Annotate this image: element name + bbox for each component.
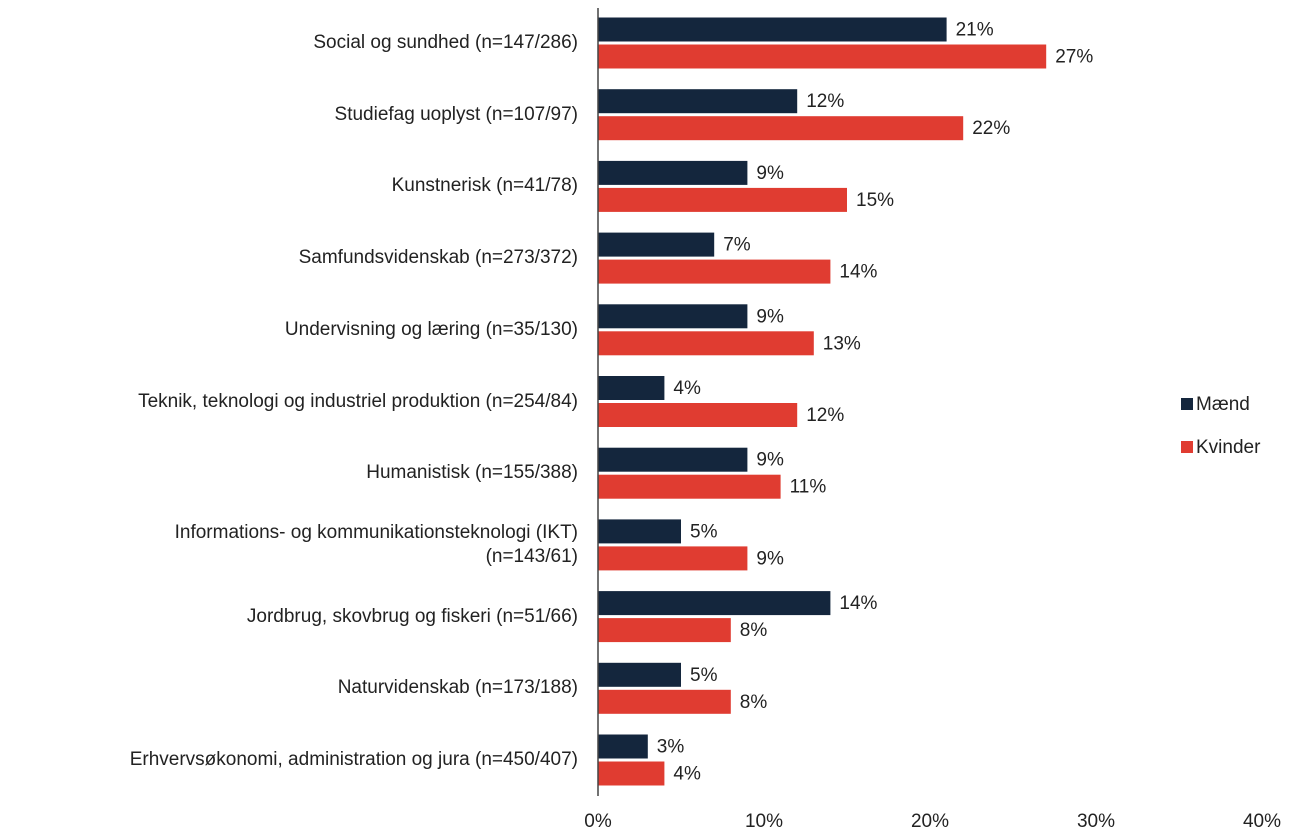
data-label: 9% bbox=[756, 548, 784, 569]
data-label: 8% bbox=[740, 620, 768, 641]
bar bbox=[598, 618, 731, 643]
bar bbox=[598, 304, 748, 329]
data-label: 27% bbox=[1055, 47, 1093, 68]
bar bbox=[598, 761, 665, 786]
category-label: Humanistisk (n=155/388) bbox=[366, 462, 578, 484]
data-label: 9% bbox=[756, 306, 784, 327]
category-label: Kunstnerisk (n=41/78) bbox=[391, 175, 578, 197]
x-tick-label: 40% bbox=[1243, 811, 1281, 832]
data-label: 5% bbox=[690, 665, 718, 686]
category-label: Social og sundhed (n=147/286) bbox=[313, 32, 578, 53]
bar bbox=[598, 403, 798, 427]
bar bbox=[598, 259, 831, 284]
bar bbox=[598, 116, 964, 141]
category-label: Naturvidenskab (n=173/188) bbox=[337, 677, 578, 699]
data-label: 12% bbox=[806, 91, 844, 112]
bar bbox=[598, 89, 798, 114]
data-label: 21% bbox=[956, 20, 994, 41]
data-label: 14% bbox=[839, 593, 877, 614]
bar bbox=[598, 662, 681, 687]
category-label: Erhvervsøkonomi, administration og jura … bbox=[129, 749, 578, 770]
bar bbox=[598, 232, 715, 257]
data-label: 15% bbox=[856, 190, 894, 211]
category-label: Jordbrug, skovbrug og fiskeri (n=51/66) bbox=[246, 605, 578, 627]
category-label: Samfundsvidenskab (n=273/372) bbox=[298, 247, 578, 269]
bar bbox=[598, 519, 681, 544]
category-label: Studiefag uoplyst (n=107/97) bbox=[334, 103, 578, 125]
data-label: 9% bbox=[756, 163, 784, 184]
bar bbox=[598, 734, 648, 759]
data-label: 3% bbox=[657, 737, 685, 758]
bar bbox=[598, 376, 665, 400]
data-label: 4% bbox=[673, 764, 701, 785]
data-label: 13% bbox=[823, 333, 861, 354]
legend-swatch bbox=[1181, 441, 1193, 453]
bar bbox=[598, 447, 748, 472]
bar bbox=[598, 331, 814, 356]
bar bbox=[598, 591, 831, 616]
category-label: Undervisning og læring (n=35/130) bbox=[284, 318, 578, 340]
x-tick-label: 30% bbox=[1077, 811, 1115, 832]
bar bbox=[598, 187, 847, 212]
data-label: 14% bbox=[839, 262, 877, 283]
data-label: 8% bbox=[740, 692, 768, 713]
x-tick-label: 20% bbox=[911, 811, 949, 832]
bar bbox=[598, 474, 781, 499]
data-label: 12% bbox=[806, 405, 844, 426]
category-label: Teknik, teknologi og industriel produkti… bbox=[138, 390, 578, 412]
bar bbox=[598, 689, 731, 714]
legend-label: Mænd bbox=[1196, 394, 1250, 415]
bar bbox=[598, 546, 748, 571]
legend-swatch bbox=[1181, 398, 1193, 410]
data-label: 11% bbox=[790, 477, 827, 498]
data-label: 7% bbox=[723, 235, 751, 256]
bar bbox=[598, 17, 947, 42]
x-tick-label: 10% bbox=[745, 811, 783, 832]
data-label: 9% bbox=[756, 450, 784, 471]
x-tick-label: 0% bbox=[584, 811, 612, 832]
data-label: 4% bbox=[673, 378, 701, 399]
category-label: Informations- og kommunikationsteknologi… bbox=[174, 521, 578, 567]
data-label: 22% bbox=[972, 118, 1010, 139]
legend-label: Kvinder bbox=[1196, 437, 1261, 458]
bar bbox=[598, 44, 1047, 69]
bar bbox=[598, 160, 748, 185]
data-label: 5% bbox=[690, 521, 718, 542]
